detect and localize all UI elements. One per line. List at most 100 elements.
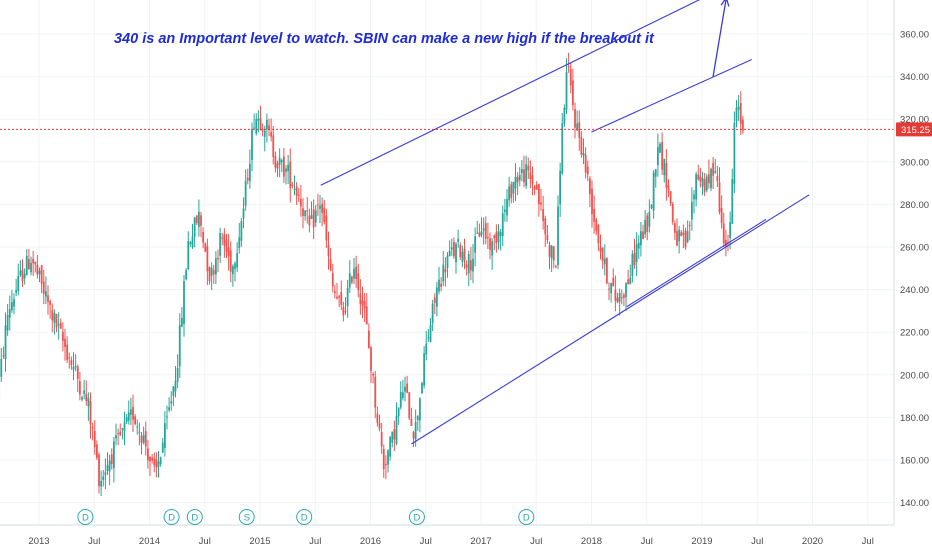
candle-body [170,401,173,404]
candle-body [688,225,691,227]
candle-body [639,231,642,246]
candle-body [678,229,681,242]
candle-body [561,123,564,174]
candle-body [85,394,88,402]
candle-body [712,163,715,176]
candle-body [533,186,536,190]
candle-body [81,397,83,400]
x-tick-label: 2016 [360,536,381,547]
candle-body [378,422,381,429]
candle-body [231,266,234,275]
candle-body [89,401,92,425]
candle-body [374,376,377,408]
candle-body [361,300,364,306]
candle-body [716,176,719,182]
candle-body [293,188,296,190]
price-axis-panel[interactable] [894,0,932,525]
candle-body [327,245,330,257]
event-marker[interactable]: S [238,509,255,525]
trendline[interactable] [320,0,719,186]
candle-body [404,386,406,392]
candle-body [372,373,375,376]
candle-body [486,237,489,239]
candle-body [255,118,258,134]
candle-body [314,210,317,223]
trendline[interactable] [626,218,767,308]
candle-body [144,431,147,447]
event-marker-label: D [82,513,89,524]
candle-body [567,66,570,68]
candle-body [540,202,542,205]
candle-body [270,132,273,137]
candle-body [516,176,519,183]
breakout-arrow[interactable] [712,0,727,77]
event-marker[interactable]: D [518,509,535,525]
candle-body [739,103,742,124]
candle-body [469,260,472,271]
candle-body [242,208,245,219]
candle-body [669,191,672,204]
candle-body [251,129,253,161]
event-marker-label: D [413,513,420,524]
candle-body [629,277,632,285]
candle-body [10,302,13,311]
event-marker[interactable]: D [296,509,313,525]
trendline[interactable] [591,59,752,133]
candle-body [535,184,538,190]
candle-body [622,294,625,298]
candle-body [310,215,313,220]
candle-body [563,107,566,124]
candle-body [331,273,334,287]
x-tick-label: Jul [751,536,763,547]
candle-body [724,240,727,247]
candle-body [336,296,338,299]
event-marker-circle [296,509,313,525]
trendlines [320,0,810,445]
candle-body [482,228,485,231]
candle-body [32,258,35,264]
candle-body [667,185,670,191]
y-tick-label: 180.00 [900,413,929,424]
current-price-tag: 315.25 [896,122,932,137]
candle-body [253,127,256,129]
candle-body [59,323,62,329]
candle-body [448,250,451,257]
candle-body [635,244,638,263]
candle-body [673,223,676,233]
candle-body [565,72,568,110]
candle-body [661,142,664,170]
candle-body [599,247,602,252]
candle-body [467,254,470,274]
candle-body [323,207,326,223]
candle-body [282,156,285,177]
event-marker[interactable]: D [408,509,425,525]
candle-body [257,118,260,121]
candle-series [0,52,744,496]
candle-body [652,172,655,211]
time-axis-panel[interactable] [0,525,932,550]
price-axis: 140.00 160.00 180.00 200.00 220.00 240.00 260.… [900,30,929,510]
candle-body [376,413,379,423]
event-marker[interactable]: D [163,509,180,525]
candle-body [690,201,693,220]
breakout-arrow-head [720,0,730,7]
event-marker[interactable]: D [77,509,94,525]
event-marker[interactable]: D [186,509,203,525]
y-tick-label: 320.00 [900,115,929,126]
candle-body [76,366,79,380]
candle-body [518,174,521,181]
candle-body [459,244,462,258]
candle-body [115,435,117,439]
candle-body [365,306,368,325]
candle-body [244,180,247,206]
candle-body [588,178,591,195]
candle-body [648,211,651,227]
candle-body [195,215,198,224]
candle-body [425,343,428,355]
candle-body [631,254,634,277]
candle-body [680,232,683,237]
trendline[interactable] [411,194,810,445]
candle-body [157,461,160,467]
candle-body [168,407,171,411]
